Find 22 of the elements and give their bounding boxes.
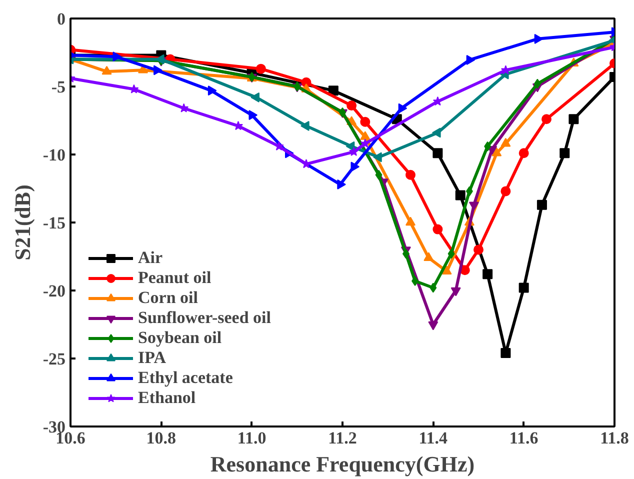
y-tick-label: -5 bbox=[51, 78, 66, 96]
x-tick-label: 11.6 bbox=[509, 428, 538, 448]
legend-label: Peanut oil bbox=[138, 268, 212, 288]
y-tick-label: -20 bbox=[42, 282, 66, 300]
x-tick-label: 11.4 bbox=[418, 428, 448, 448]
x-tick-label: 11.2 bbox=[328, 428, 357, 448]
x-tick-label: 11.0 bbox=[237, 428, 266, 448]
y-axis-title: S21(dB) bbox=[10, 184, 35, 260]
legend-label: Soybean oil bbox=[138, 328, 222, 348]
y-tick-label: -25 bbox=[42, 350, 66, 368]
legend-label: Ethanol bbox=[138, 388, 196, 408]
y-tick-label: 0 bbox=[57, 10, 66, 28]
y-tick-label: -15 bbox=[42, 214, 66, 232]
legend-label: IPA bbox=[138, 348, 166, 368]
x-tick-label: 10.8 bbox=[146, 428, 176, 448]
legend-label: Ethyl acetate bbox=[138, 368, 233, 388]
legend-label: Sunflower-seed oil bbox=[138, 308, 272, 328]
x-tick-label: 11.8 bbox=[600, 428, 629, 448]
y-tick-label: -10 bbox=[42, 146, 66, 164]
legend-label: Corn oil bbox=[138, 288, 198, 308]
x-axis-title: Resonance Frequency(GHz) bbox=[210, 452, 475, 476]
legend-label: Air bbox=[138, 248, 163, 268]
